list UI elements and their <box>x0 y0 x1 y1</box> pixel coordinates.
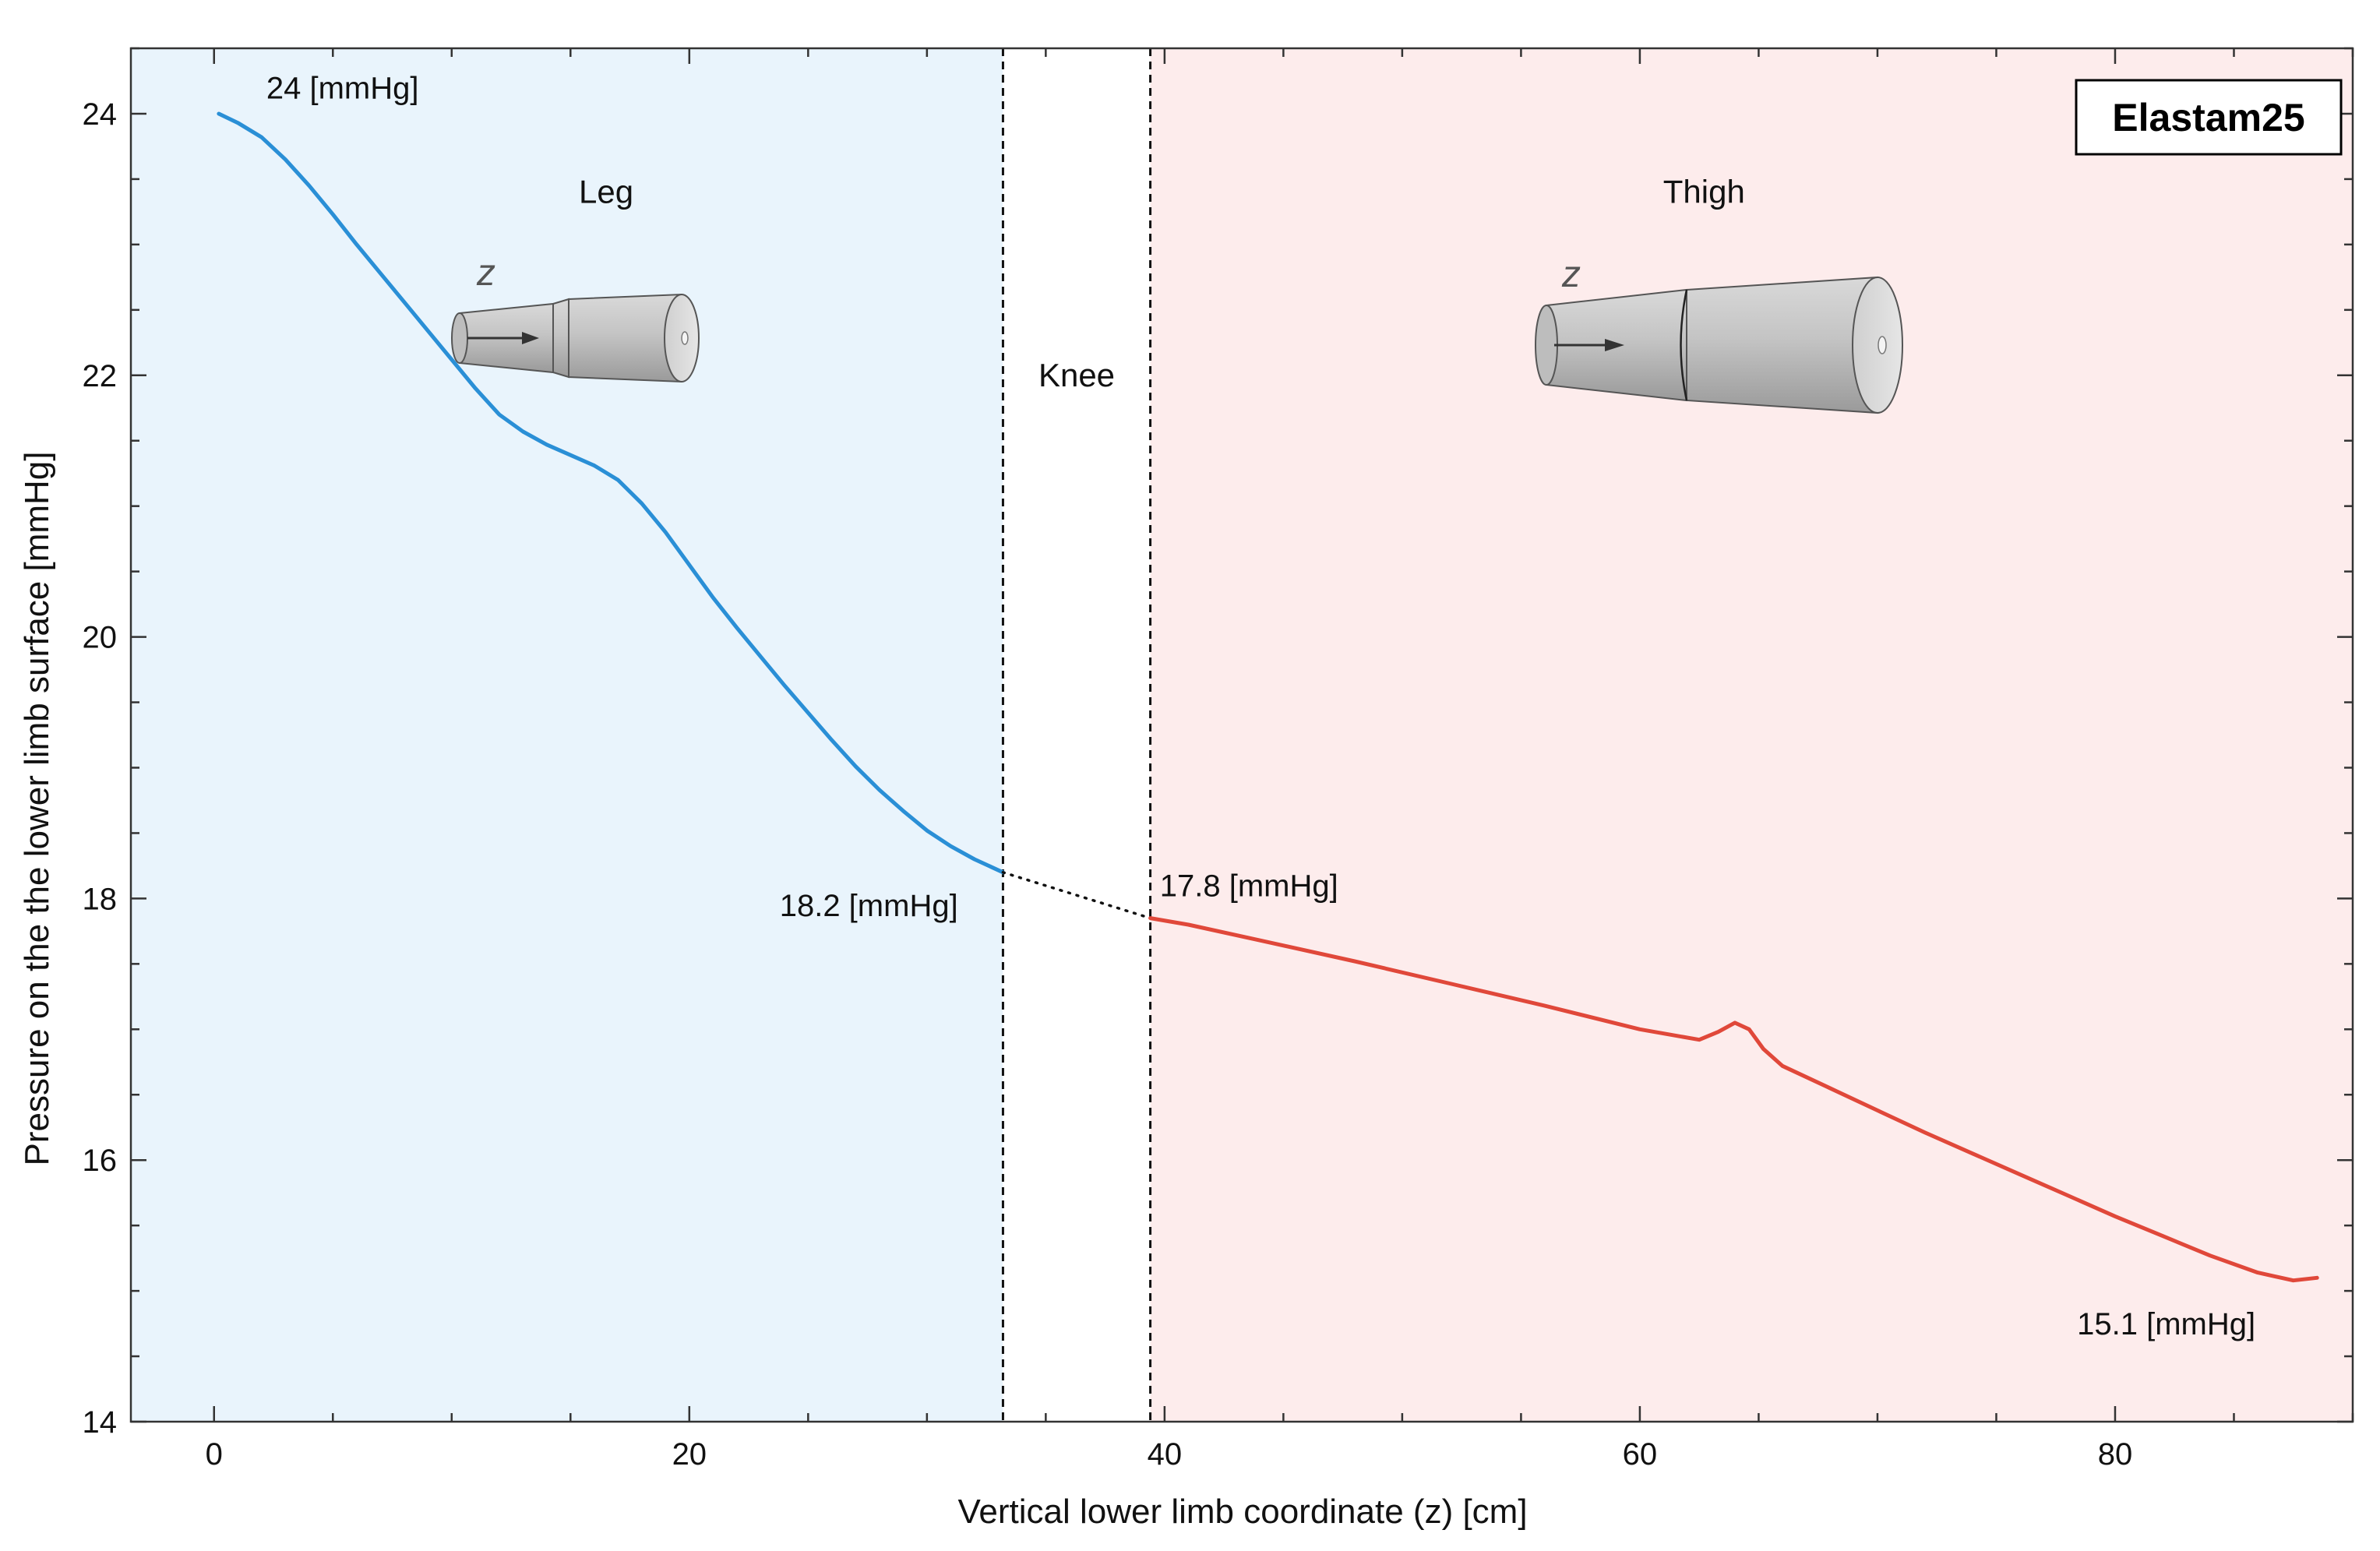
region-leg <box>131 48 1003 1422</box>
y-axis-title: Pressure on the the lower limb surface [… <box>18 451 56 1165</box>
leg-z-label: z <box>476 252 495 294</box>
y-tick-label: 14 <box>83 1405 118 1440</box>
thigh-cylinder-illustration: z <box>1535 254 1903 414</box>
region-label-leg: Leg <box>579 174 633 210</box>
plot-border <box>129 47 2354 1423</box>
thigh-z-label: z <box>1561 254 1581 295</box>
panel-title-box: Elastam25 <box>2075 79 2343 156</box>
value-annotation: 18.2 [mmHg] <box>780 889 958 923</box>
y-tick-label: 18 <box>83 882 118 916</box>
panel-title: Elastam25 <box>2112 96 2304 139</box>
leg-cylinder-illustration: z <box>451 252 700 383</box>
y-tick-label: 16 <box>83 1144 118 1178</box>
x-tick-label: 0 <box>206 1437 223 1472</box>
value-annotation: 24 [mmHg] <box>266 71 419 105</box>
x-tick-label: 60 <box>1623 1437 1658 1472</box>
region-label-thigh: Thigh <box>1663 174 1745 210</box>
x-axis-title: Vertical lower limb coordinate (z) [cm] <box>957 1493 1527 1531</box>
series-line-knee <box>1001 871 1152 920</box>
x-tick-label: 80 <box>2098 1437 2133 1472</box>
series-line-leg <box>217 111 1005 875</box>
series-layer <box>217 111 2319 1283</box>
y-tick-label: 24 <box>83 97 118 132</box>
tick-labels: 0 20 40 60 80 14 16 18 20 22 24 <box>83 97 2133 1472</box>
x-tick-label: 20 <box>672 1437 707 1472</box>
annotations: 24 [mmHg] 18.2 [mmHg] 17.8 [mmHg] 15.1 [mmH… <box>266 71 2255 1341</box>
region-boundaries <box>1001 48 1152 1422</box>
y-tick-label: 22 <box>83 359 118 393</box>
value-annotation: 15.1 [mmHg] <box>2077 1307 2255 1341</box>
region-thigh <box>1150 48 2353 1422</box>
plot-frame <box>129 47 2354 1423</box>
series-line-thigh <box>1148 916 2319 1283</box>
region-label-knee: Knee <box>1038 357 1115 393</box>
axis-ticks <box>131 47 2354 1423</box>
value-annotation: 17.8 [mmHg] <box>1160 869 1338 904</box>
x-tick-label: 40 <box>1148 1437 1183 1472</box>
region-knee <box>1003 48 1151 1422</box>
y-tick-label: 20 <box>83 621 118 655</box>
region-backgrounds <box>131 48 2353 1422</box>
